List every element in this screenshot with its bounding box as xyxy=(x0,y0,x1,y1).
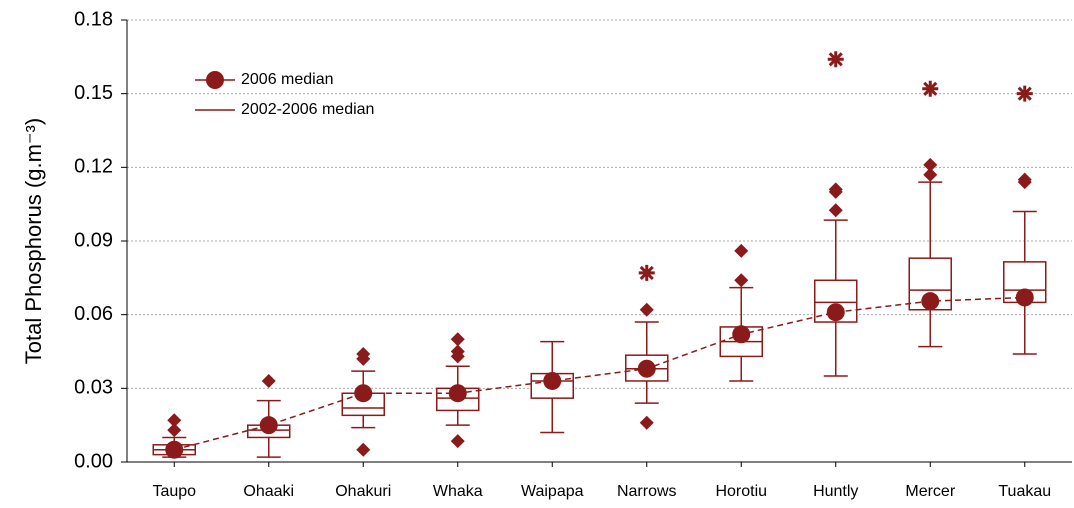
y-tick-label: 0.12 xyxy=(74,156,113,178)
legend-label: 2002-2006 median xyxy=(241,101,374,118)
outlier xyxy=(450,349,465,364)
median-dot xyxy=(448,384,467,403)
outlier xyxy=(450,434,465,449)
median-dot xyxy=(637,359,656,378)
x-tick-label: Ohaaki xyxy=(243,483,294,500)
outlier xyxy=(356,351,371,366)
median-dot xyxy=(354,384,373,403)
y-axis-label: Total Phosphorus (g.m⁻³) xyxy=(21,118,46,364)
outlier xyxy=(639,302,654,317)
outlier xyxy=(450,332,465,347)
y-tick-label: 0.18 xyxy=(74,8,113,30)
x-tick-label: Waipapa xyxy=(521,483,584,500)
outlier xyxy=(828,182,843,197)
outlier xyxy=(923,157,938,172)
y-tick-label: 0.09 xyxy=(74,229,113,251)
median-dot xyxy=(543,371,562,390)
outlier xyxy=(261,373,276,388)
extreme-outlier xyxy=(827,51,844,68)
outlier xyxy=(639,415,654,430)
median-dot xyxy=(165,440,184,459)
outlier xyxy=(1017,175,1032,190)
x-tick-label: Horotiu xyxy=(715,483,767,500)
x-tick-label: Whaka xyxy=(433,483,483,500)
median-dot xyxy=(1015,288,1034,307)
extreme-outlier xyxy=(638,264,655,281)
x-tick-label: Huntly xyxy=(813,483,858,500)
median-dot xyxy=(732,325,751,344)
legend-marker xyxy=(206,71,224,89)
x-tick-label: Taupo xyxy=(152,483,196,500)
outlier xyxy=(828,203,843,218)
y-tick-label: 0.03 xyxy=(74,377,113,399)
outlier xyxy=(356,442,371,457)
median-dot xyxy=(826,303,845,322)
median-dot xyxy=(921,292,940,311)
legend-label: 2006 median xyxy=(241,71,334,88)
median-dot xyxy=(259,416,278,435)
x-tick-label: Narrows xyxy=(617,483,677,500)
outlier xyxy=(734,273,749,288)
outlier xyxy=(167,423,182,438)
x-tick-label: Mercer xyxy=(905,483,955,500)
y-tick-label: 0.00 xyxy=(74,450,113,472)
y-tick-label: 0.06 xyxy=(74,303,113,325)
extreme-outlier xyxy=(1016,85,1033,102)
extreme-outlier xyxy=(922,80,939,97)
outlier xyxy=(167,413,182,428)
outlier xyxy=(923,167,938,182)
median-line xyxy=(174,296,1025,451)
x-tick-label: Ohakuri xyxy=(335,483,391,500)
x-tick-label: Tuakau xyxy=(998,483,1051,500)
y-tick-label: 0.15 xyxy=(74,82,113,104)
outlier xyxy=(734,243,749,258)
